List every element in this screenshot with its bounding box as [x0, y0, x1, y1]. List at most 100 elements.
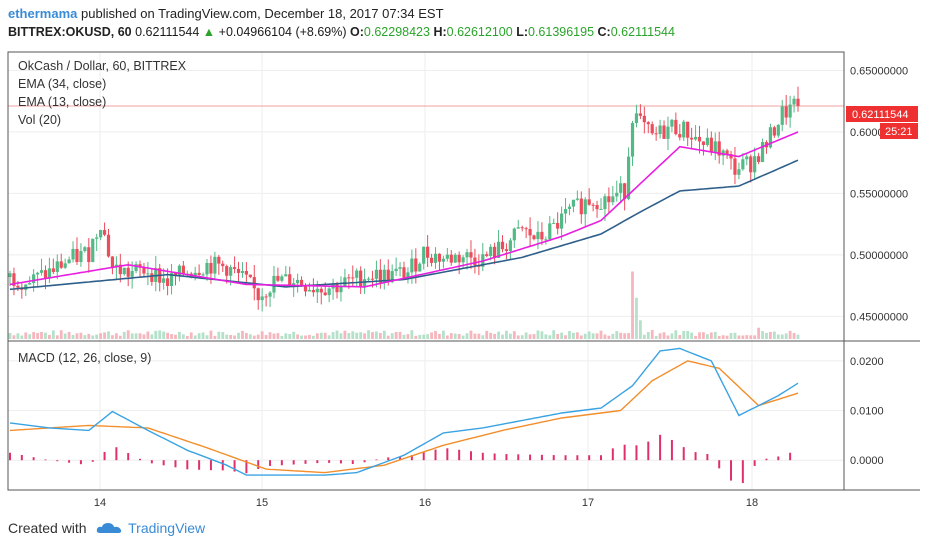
volume-bar [741, 335, 745, 339]
volume-bar [694, 335, 697, 339]
volume-bar [780, 334, 784, 339]
volume-bar [591, 333, 595, 339]
volume-bar [564, 335, 567, 339]
volume-bar [670, 333, 674, 339]
candle-body [642, 115, 646, 123]
volume-bar [473, 333, 477, 339]
volume-bar [528, 334, 532, 339]
candle-body [95, 237, 99, 239]
candle-body [130, 270, 134, 277]
candle-body [307, 289, 312, 292]
candle-body [79, 251, 83, 262]
volume-bar [189, 332, 193, 339]
candle-body [788, 104, 792, 118]
candle-body [768, 127, 773, 148]
volume-bar [304, 335, 307, 339]
x-tick-label: 17 [582, 497, 594, 509]
tradingview-brand[interactable]: TradingView [128, 520, 206, 536]
candle-body [658, 125, 662, 135]
volume-bar [737, 335, 741, 339]
candle-body [201, 274, 205, 276]
volume-bar [150, 334, 154, 339]
candle-body [713, 141, 717, 153]
volume-bar [485, 330, 489, 339]
candle-body [678, 134, 682, 138]
candle-body [749, 156, 753, 173]
candle-body [473, 257, 477, 266]
candle-body [772, 127, 776, 136]
candle-body [583, 199, 587, 215]
volume-bar [544, 334, 548, 339]
symbol-label: BITTREX:OKUSD, 60 [8, 25, 132, 39]
volume-bar [221, 332, 225, 339]
candle-body [142, 267, 146, 274]
volume-bar [248, 334, 252, 339]
volume-bar [422, 334, 426, 339]
volume-bar [323, 332, 327, 339]
volume-bar [623, 333, 627, 339]
candle-body [701, 141, 706, 145]
candle-body [39, 270, 44, 273]
volume-bar [674, 330, 678, 339]
volume-bar [792, 333, 796, 339]
candle-body [729, 154, 733, 159]
volume-bar [146, 331, 150, 339]
candle-body [134, 264, 138, 271]
volume-bar [268, 332, 272, 339]
candle-body [453, 254, 457, 263]
volume-bar [245, 333, 248, 339]
volume-bar [761, 331, 764, 339]
volume-bar [453, 333, 457, 339]
candle-body [366, 278, 371, 280]
volume-bar [12, 335, 16, 339]
volume-bar [174, 334, 177, 339]
candle-body [556, 222, 560, 229]
volume-bar [508, 333, 512, 339]
candle-body [682, 121, 686, 138]
candle-body [296, 279, 300, 284]
volume-bar [339, 333, 343, 339]
volume-bar [213, 335, 217, 339]
candle-body [500, 241, 505, 250]
candle-body [544, 239, 548, 241]
candles [8, 86, 800, 312]
publish-info: ethermama published on TradingView.com, … [8, 6, 444, 21]
volume-bar [540, 331, 544, 339]
candle-body [536, 231, 540, 240]
volume-bar [678, 334, 682, 339]
volume-bar [48, 334, 51, 339]
volume-bar [414, 335, 418, 339]
candle-body [630, 123, 635, 157]
volume-bar [193, 335, 197, 339]
volume-bar [611, 333, 615, 339]
volume-bar [394, 332, 398, 339]
candle-body [319, 288, 323, 293]
candle-body [634, 113, 639, 124]
candle-body [753, 156, 757, 173]
volume-bar [430, 332, 433, 339]
high-label: H: [433, 25, 447, 39]
candle-body [225, 266, 229, 276]
candle-body [28, 283, 32, 285]
volume-bar [398, 331, 402, 339]
candle-body [650, 124, 654, 134]
volume-bar [650, 330, 654, 339]
candle-body [611, 196, 615, 203]
volume-bar [103, 332, 106, 339]
candle-body [343, 277, 347, 287]
volume-bar [524, 332, 528, 339]
author-name[interactable]: ethermama [8, 6, 78, 21]
volume-bar [24, 332, 28, 339]
candle-body [563, 208, 568, 214]
candle-body [209, 262, 213, 274]
volume-bar [698, 332, 701, 339]
ema13-line [9, 131, 799, 288]
candle-body [339, 286, 343, 293]
volume-bar [410, 330, 414, 339]
candle-body [426, 246, 430, 258]
candle-body [394, 268, 398, 272]
candle-body [236, 268, 241, 273]
candle-body [276, 275, 280, 281]
candle-body [662, 125, 666, 139]
